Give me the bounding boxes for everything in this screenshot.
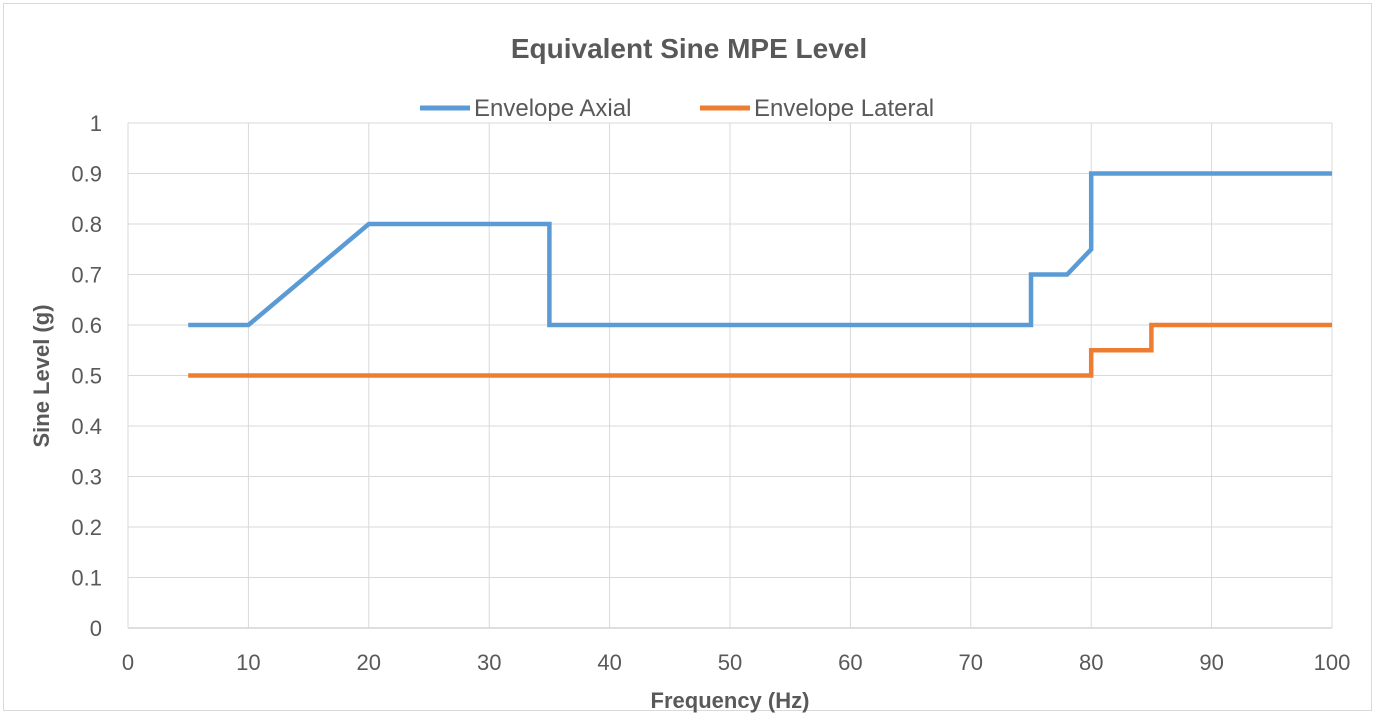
y-tick-label: 0.5 bbox=[71, 364, 102, 389]
legend-label-lateral: Envelope Lateral bbox=[754, 95, 934, 122]
chart-title: Equivalent Sine MPE Level bbox=[511, 33, 867, 64]
y-tick-label: 0.7 bbox=[71, 263, 102, 288]
x-axis-tick-labels: 0 10 20 30 40 50 60 70 80 90 100 bbox=[122, 650, 1350, 675]
series-layer bbox=[188, 171, 1332, 378]
y-tick-label: 0.1 bbox=[71, 566, 102, 591]
y-tick-label: 0.3 bbox=[71, 465, 102, 490]
legend-item-lateral: Envelope Lateral bbox=[700, 95, 934, 122]
x-tick-label: 20 bbox=[357, 650, 381, 675]
x-tick-label: 60 bbox=[838, 650, 862, 675]
x-axis-title: Frequency (Hz) bbox=[651, 688, 810, 713]
x-tick-label: 0 bbox=[122, 650, 134, 675]
legend-item-axial: Envelope Axial bbox=[420, 95, 631, 122]
y-tick-label: 0.2 bbox=[71, 515, 102, 540]
y-tick-label: 0.6 bbox=[71, 313, 102, 338]
x-tick-label: 30 bbox=[477, 650, 501, 675]
y-tick-label: 0.9 bbox=[71, 162, 102, 187]
y-tick-label: 0.8 bbox=[71, 212, 102, 237]
x-tick-label: 90 bbox=[1199, 650, 1223, 675]
series-line-lateral bbox=[188, 322, 1332, 378]
legend: Envelope Axial Envelope Lateral bbox=[420, 95, 934, 122]
y-tick-label: 0 bbox=[90, 616, 102, 641]
series-line-axial bbox=[188, 171, 1332, 328]
x-tick-label: 100 bbox=[1314, 650, 1351, 675]
y-tick-label: 1 bbox=[90, 111, 102, 136]
chart-frame bbox=[3, 3, 1372, 711]
legend-label-axial: Envelope Axial bbox=[474, 95, 631, 122]
x-tick-label: 50 bbox=[718, 650, 742, 675]
y-axis-tick-labels: 0 0.1 0.2 0.3 0.4 0.5 0.6 0.7 0.8 0.9 1 bbox=[71, 111, 102, 641]
x-tick-label: 70 bbox=[959, 650, 983, 675]
y-axis-title: Sine Level (g) bbox=[29, 304, 54, 447]
x-tick-label: 80 bbox=[1079, 650, 1103, 675]
x-tick-label: 40 bbox=[597, 650, 621, 675]
y-tick-label: 0.4 bbox=[71, 414, 102, 439]
x-tick-label: 10 bbox=[236, 650, 260, 675]
